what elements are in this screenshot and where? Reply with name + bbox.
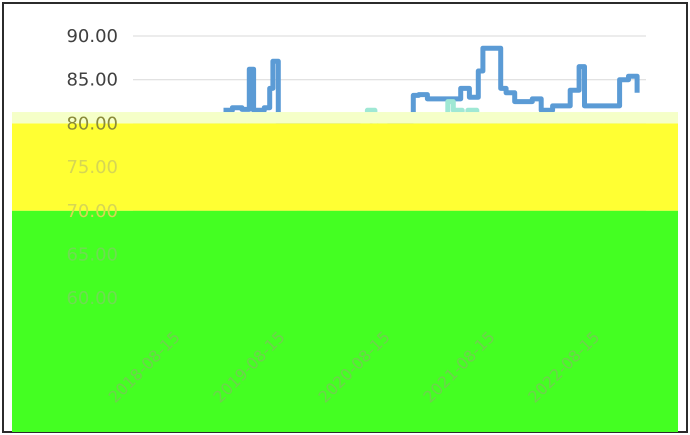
y-tick-label: 75.00 <box>66 157 118 178</box>
y-tick-label: 85.00 <box>66 70 118 91</box>
series-line-1 <box>223 45 640 126</box>
y-tick-label: 80.00 <box>66 113 118 134</box>
y-tick-label: 65.00 <box>66 245 118 266</box>
y-tick-label: 90.00 <box>66 26 118 47</box>
y-tick-label: 70.00 <box>66 201 118 222</box>
overlay-block-3 <box>12 210 678 432</box>
overlay-block-2 <box>12 112 678 124</box>
y-tick-label: 60.00 <box>66 288 118 309</box>
overlay-block-1 <box>12 123 678 211</box>
